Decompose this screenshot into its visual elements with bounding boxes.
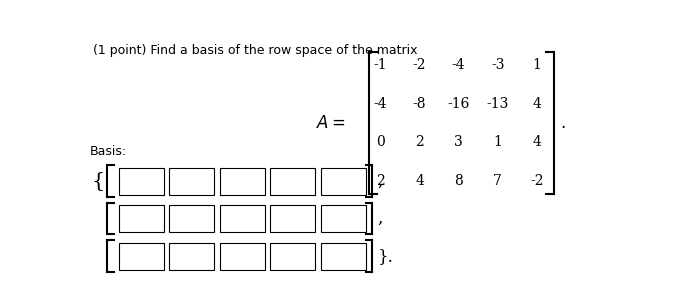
Text: ,: , (378, 210, 383, 227)
Text: 2: 2 (415, 135, 424, 149)
Bar (321, 243, 366, 270)
Text: -16: -16 (447, 96, 470, 110)
Bar (169, 243, 214, 270)
Bar (220, 243, 265, 270)
Text: .: . (561, 114, 566, 132)
Text: -13: -13 (486, 96, 509, 110)
Text: 4: 4 (532, 96, 541, 110)
Bar (119, 243, 164, 270)
Text: 7: 7 (494, 174, 502, 188)
Bar (321, 167, 366, 195)
Text: -2: -2 (413, 58, 426, 72)
Text: 3: 3 (454, 135, 463, 149)
Text: {: { (92, 171, 105, 191)
Text: (1 point) Find a basis of the row space of the matrix: (1 point) Find a basis of the row space … (93, 44, 417, 57)
Text: ,: , (378, 173, 383, 189)
Text: 4: 4 (532, 135, 541, 149)
Bar (270, 167, 315, 195)
Text: -4: -4 (374, 96, 387, 110)
Bar (119, 205, 164, 232)
Text: 1: 1 (532, 58, 541, 72)
Bar (119, 167, 164, 195)
Bar (220, 167, 265, 195)
Text: -8: -8 (413, 96, 426, 110)
Text: }.: }. (378, 248, 393, 265)
Text: -3: -3 (491, 58, 505, 72)
Text: 1: 1 (494, 135, 502, 149)
Text: 8: 8 (454, 174, 463, 188)
Text: -2: -2 (530, 174, 543, 188)
Text: 0: 0 (376, 135, 385, 149)
Text: -4: -4 (452, 58, 466, 72)
Text: $A =$: $A =$ (316, 114, 345, 132)
Text: 4: 4 (415, 174, 424, 188)
Bar (270, 205, 315, 232)
Text: -1: -1 (374, 58, 387, 72)
Bar (220, 205, 265, 232)
Bar (169, 205, 214, 232)
Bar (270, 243, 315, 270)
Bar (169, 167, 214, 195)
Text: Basis:: Basis: (90, 145, 127, 158)
Text: 2: 2 (376, 174, 385, 188)
Bar (321, 205, 366, 232)
